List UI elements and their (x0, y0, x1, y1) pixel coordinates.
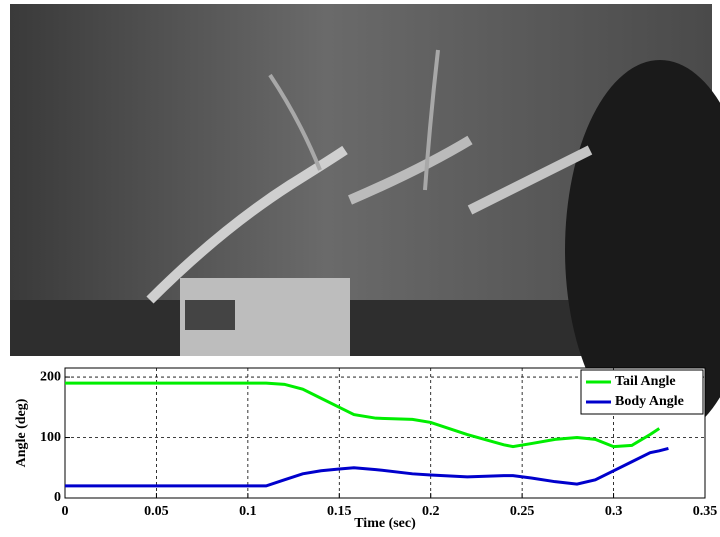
legend-box (580, 369, 704, 415)
x-tick-label: 0.05 (144, 504, 169, 519)
line-series (65, 446, 669, 488)
x-tick-label: 0.3 (605, 504, 623, 519)
y-tick-label: 200 (40, 369, 61, 384)
x-tick-label: 0.15 (327, 504, 352, 519)
y-tick-label: 100 (40, 430, 61, 445)
x-tick-label: 0.35 (693, 504, 718, 519)
x-tick-label: 0.1 (239, 504, 257, 519)
legend-label: Body Angle (615, 394, 684, 409)
x-tick-label: 0.25 (510, 504, 535, 519)
x-tick-label: 0.2 (422, 504, 440, 519)
y-axis-label: Angle (deg) (14, 398, 29, 467)
y-tick-label: 0 (54, 490, 61, 505)
x-tick-label: 0 (62, 504, 69, 519)
line-series (65, 381, 661, 449)
x-axis-label: Time (sec) (354, 516, 416, 531)
photo (10, 4, 720, 440)
legend-label: Tail Angle (615, 374, 676, 389)
